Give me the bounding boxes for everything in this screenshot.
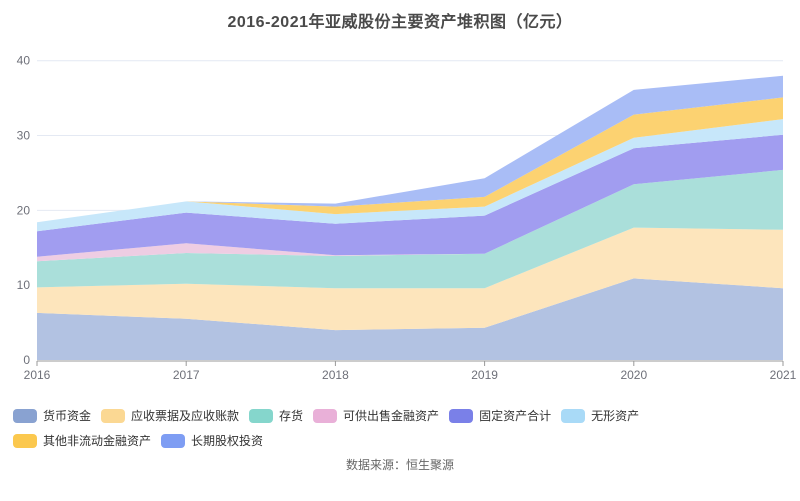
legend-label: 货币资金 xyxy=(43,409,92,423)
y-axis-label: 30 xyxy=(17,129,31,143)
area-series xyxy=(37,227,783,331)
area-series xyxy=(37,119,783,232)
legend-item[interactable]: 长期股权投资 xyxy=(161,434,263,448)
legend-swatch xyxy=(13,409,37,423)
legend-swatch xyxy=(313,409,338,423)
y-axis-label: 20 xyxy=(17,203,31,217)
x-axis-label: 2017 xyxy=(173,368,200,382)
legend-label: 应收票据及应收账款 xyxy=(131,409,240,423)
legend-swatch xyxy=(13,434,37,448)
area-series xyxy=(37,278,783,360)
y-axis-label: 40 xyxy=(17,54,31,68)
data-source: 数据来源：恒生聚源 xyxy=(345,458,454,472)
x-axis-label: 2020 xyxy=(620,368,647,382)
legend-label: 长期股权投资 xyxy=(191,434,264,448)
legend: 货币资金 应收票据及应收账款 存货 可供出售金融资产 固定资产合计 无形资产其他非流动金融… xyxy=(0,409,800,448)
area-series xyxy=(37,75,783,223)
legend-item[interactable]: 其他非流动金融资产 xyxy=(13,434,151,448)
legend-swatch xyxy=(161,434,186,448)
legend-swatch xyxy=(249,409,274,423)
legend-swatch xyxy=(449,409,474,423)
legend-swatch xyxy=(101,409,126,423)
area-series xyxy=(37,134,783,257)
legend-item[interactable]: 货币资金 xyxy=(13,409,91,423)
legend-label: 可供出售金融资产 xyxy=(343,409,440,423)
x-axis-label: 2018 xyxy=(322,368,349,382)
legend-label: 其他非流动金融资产 xyxy=(43,434,152,448)
area-series xyxy=(37,169,783,289)
area-series xyxy=(37,169,783,262)
x-axis-label: 2016 xyxy=(24,368,51,382)
stacked-area-chart: 2016 2017 2018 2019 2020 2021 0 10 20 30 40 xyxy=(17,54,797,382)
chart-title: 2016-2021年亚威股份主要资产堆积图（亿元） xyxy=(227,14,573,31)
legend-item[interactable]: 存货 xyxy=(249,409,303,423)
area-series xyxy=(37,97,783,223)
legend-item[interactable]: 无形资产 xyxy=(561,409,639,423)
legend-item[interactable]: 可供出售金融资产 xyxy=(313,409,439,423)
legend-label: 存货 xyxy=(279,409,304,423)
legend-swatch xyxy=(561,409,586,423)
legend-label: 固定资产合计 xyxy=(479,409,552,423)
x-axis-label: 2019 xyxy=(471,368,498,382)
legend-label: 无形资产 xyxy=(591,409,640,423)
y-axis-label: 0 xyxy=(23,353,30,367)
legend-item[interactable]: 固定资产合计 xyxy=(449,409,551,423)
y-axis-label: 10 xyxy=(17,278,31,292)
legend-item[interactable]: 应收票据及应收账款 xyxy=(101,409,239,423)
x-axis-label: 2021 xyxy=(770,368,797,382)
